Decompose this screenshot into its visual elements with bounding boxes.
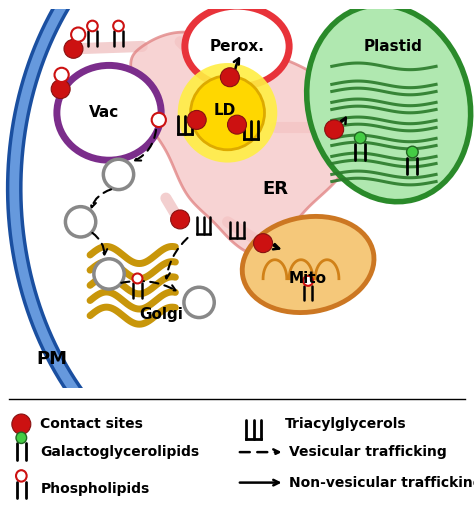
Ellipse shape [242,216,374,312]
Text: Phospholipids: Phospholipids [40,482,149,496]
Circle shape [113,21,124,31]
Circle shape [12,414,31,434]
Text: Mito: Mito [289,271,327,286]
Ellipse shape [185,6,289,87]
Circle shape [325,120,344,139]
Circle shape [94,259,124,289]
Circle shape [191,76,264,150]
Circle shape [152,113,166,127]
Circle shape [254,234,273,252]
Text: Plastid: Plastid [364,39,423,54]
Polygon shape [131,32,356,255]
Text: Vesicular trafficking: Vesicular trafficking [289,445,447,459]
Circle shape [355,132,366,144]
Circle shape [171,210,190,229]
Circle shape [303,276,313,286]
Circle shape [407,146,418,158]
Circle shape [132,273,142,283]
Circle shape [71,27,85,42]
Circle shape [184,287,214,318]
Text: ER: ER [262,180,288,198]
Ellipse shape [307,5,471,202]
Ellipse shape [190,11,284,82]
Circle shape [16,470,27,482]
Circle shape [65,207,96,237]
Text: Perox.: Perox. [210,39,264,54]
Text: LD: LD [214,103,236,118]
Text: Golgi: Golgi [139,307,183,322]
Circle shape [220,68,239,87]
Text: PM: PM [36,351,68,368]
Circle shape [51,80,70,99]
Text: Vac: Vac [89,105,119,120]
Circle shape [87,21,98,31]
Text: Galactoglycerolipids: Galactoglycerolipids [40,445,200,459]
Circle shape [16,432,27,443]
Circle shape [64,39,83,58]
Text: Non-vesicular trafficking: Non-vesicular trafficking [289,475,474,490]
Circle shape [187,110,206,130]
Circle shape [55,68,69,82]
Ellipse shape [57,66,161,160]
Circle shape [228,115,246,134]
Circle shape [103,159,134,189]
Circle shape [178,63,277,163]
Text: Contact sites: Contact sites [40,417,143,431]
Text: Triacylglycerols: Triacylglycerols [284,417,406,431]
